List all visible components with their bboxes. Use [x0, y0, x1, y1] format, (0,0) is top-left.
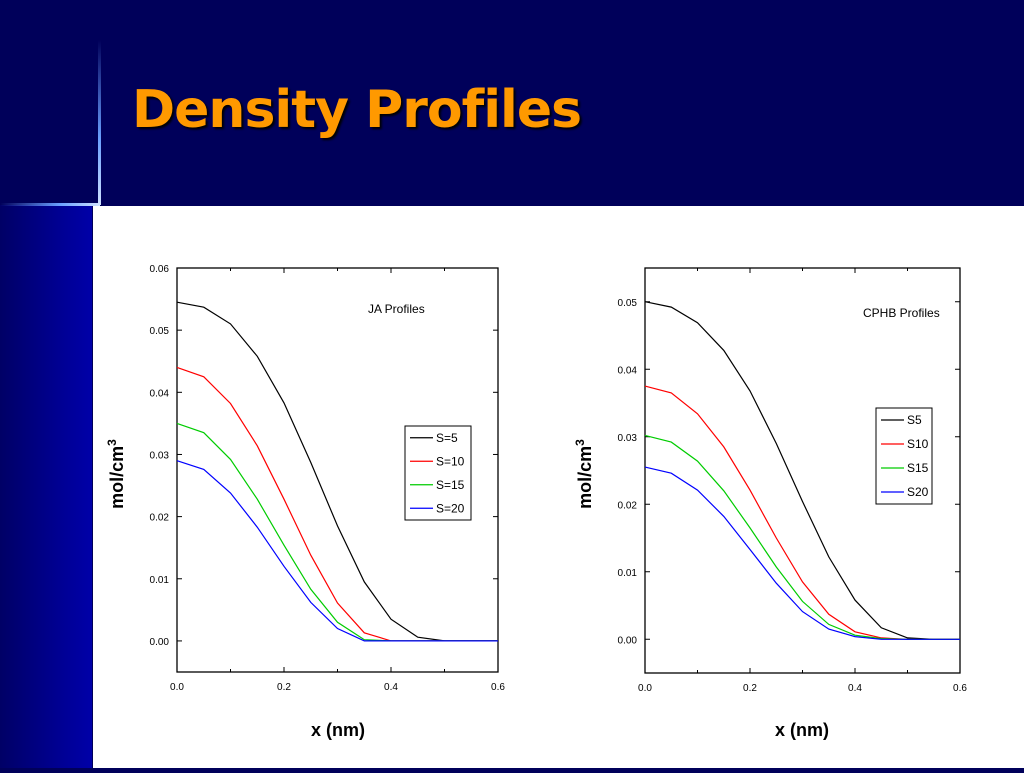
- legend-entry: S=15: [436, 478, 465, 492]
- legend-entry: S10: [907, 437, 929, 451]
- legend-box: [875, 407, 933, 505]
- y-tick-label: 0.01: [618, 568, 638, 579]
- x-axis-label: x (nm): [311, 720, 365, 740]
- x-tick-label: 0.2: [277, 682, 291, 693]
- series-line: [176, 460, 498, 642]
- slide-title: Density Profiles: [132, 80, 582, 140]
- inset-label: CPHB Profiles: [863, 306, 940, 320]
- legend-entry: S5: [907, 413, 922, 427]
- charts-canvas: 0.0 0.2 0.4 0.60.000.010.020.030.040.050.06…: [105, 264, 967, 740]
- y-tick-label: 0.02: [618, 500, 638, 511]
- chart-2: 0.0 0.2 0.4 0.6 0.00 0.01 0.02 0.03 0.04 0.05 CPHB…: [573, 267, 967, 740]
- chart-panel: 0.0 0.2 0.4 0.6 0.00 0.01 0.02 0.03 0.04 0.05 0.06…: [93, 206, 1024, 768]
- legend-entry: S15: [907, 461, 929, 475]
- legend-box: [404, 425, 472, 521]
- x-tick-label: 0.0: [638, 683, 652, 694]
- legend-entry: S=5: [436, 431, 458, 445]
- y-tick-label: 0.00: [150, 637, 170, 648]
- x-tick-label: 0.6: [953, 683, 967, 694]
- y-axis-label: mol/cm3: [105, 439, 127, 509]
- accent-line-horizontal: [0, 203, 100, 206]
- x-tick-label: 0.4: [384, 682, 398, 693]
- y-tick-label: 0.00: [618, 635, 638, 646]
- x-tick-label: 0.4: [848, 683, 862, 694]
- x-tick-label: 0.6: [491, 682, 505, 693]
- inset-label: JA Profiles: [368, 302, 425, 316]
- y-axis-label: mol/cm3: [573, 439, 595, 509]
- chart-1: 0.0 0.2 0.4 0.6 0.00 0.01 0.02 0.03 0.04 0.05 0.06…: [105, 264, 505, 740]
- y-tick-label: 0.01: [150, 575, 170, 586]
- legend-entry: S20: [907, 485, 929, 499]
- title-band: [0, 0, 1024, 205]
- x-tick-label: 0.0: [170, 682, 184, 693]
- series-line: [644, 301, 960, 640]
- y-tick-label: 0.04: [150, 388, 170, 399]
- y-tick-label: 0.06: [150, 264, 170, 275]
- legend-entry: S=20: [436, 501, 465, 515]
- y-tick-label: 0.02: [150, 513, 170, 524]
- y-axis-label-superscript: 3: [105, 439, 119, 446]
- y-tick-label: 0.04: [618, 365, 638, 376]
- y-axis-label-superscript: 3: [573, 439, 587, 446]
- legend-entry: S=10: [436, 454, 465, 468]
- y-tick-label: 0.03: [150, 450, 170, 461]
- y-tick-label: 0.05: [150, 326, 170, 337]
- y-tick-label: 0.03: [618, 433, 638, 444]
- x-tick-label: 0.2: [743, 683, 757, 694]
- y-tick-label: 0.05: [618, 298, 638, 309]
- accent-line-vertical: [98, 40, 101, 205]
- x-axis-label: x (nm): [775, 720, 829, 740]
- series-line: [644, 466, 960, 640]
